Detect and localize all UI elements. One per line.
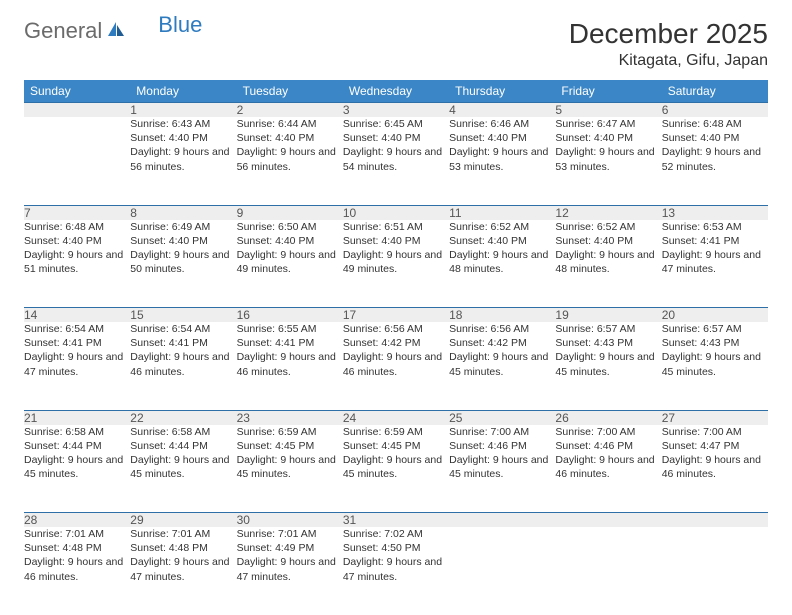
day-number: 4 [449,103,555,118]
day-number: 13 [662,205,768,220]
weekday-header: Sunday [24,80,130,103]
day-cell: Sunrise: 7:02 AMSunset: 4:50 PMDaylight:… [343,527,449,615]
empty-day-number [449,513,555,528]
day-cell: Sunrise: 6:56 AMSunset: 4:42 PMDaylight:… [343,322,449,410]
day-cell: Sunrise: 6:58 AMSunset: 4:44 PMDaylight:… [24,425,130,513]
day-cell: Sunrise: 6:58 AMSunset: 4:44 PMDaylight:… [130,425,236,513]
day-content-row: Sunrise: 6:43 AMSunset: 4:40 PMDaylight:… [24,117,768,205]
empty-day-cell [662,527,768,615]
day-number: 24 [343,410,449,425]
day-cell: Sunrise: 6:45 AMSunset: 4:40 PMDaylight:… [343,117,449,205]
day-content-row: Sunrise: 6:48 AMSunset: 4:40 PMDaylight:… [24,220,768,308]
day-number: 12 [555,205,661,220]
day-number: 3 [343,103,449,118]
logo: General Blue [24,18,202,44]
day-number: 10 [343,205,449,220]
day-cell: Sunrise: 6:43 AMSunset: 4:40 PMDaylight:… [130,117,236,205]
day-number: 14 [24,308,130,323]
month-title: December 2025 [569,18,768,50]
day-content-row: Sunrise: 7:01 AMSunset: 4:48 PMDaylight:… [24,527,768,615]
day-cell: Sunrise: 7:01 AMSunset: 4:49 PMDaylight:… [237,527,343,615]
day-number: 30 [237,513,343,528]
day-cell: Sunrise: 6:51 AMSunset: 4:40 PMDaylight:… [343,220,449,308]
day-content-row: Sunrise: 6:58 AMSunset: 4:44 PMDaylight:… [24,425,768,513]
header: General Blue December 2025 Kitagata, Gif… [24,18,768,70]
day-number: 27 [662,410,768,425]
day-cell: Sunrise: 6:59 AMSunset: 4:45 PMDaylight:… [237,425,343,513]
empty-day-number [555,513,661,528]
day-cell: Sunrise: 6:54 AMSunset: 4:41 PMDaylight:… [24,322,130,410]
day-cell: Sunrise: 6:57 AMSunset: 4:43 PMDaylight:… [662,322,768,410]
day-cell: Sunrise: 6:44 AMSunset: 4:40 PMDaylight:… [237,117,343,205]
weekday-header-row: SundayMondayTuesdayWednesdayThursdayFrid… [24,80,768,103]
day-number: 11 [449,205,555,220]
empty-day-number [24,103,130,118]
day-content-row: Sunrise: 6:54 AMSunset: 4:41 PMDaylight:… [24,322,768,410]
day-number: 16 [237,308,343,323]
day-cell: Sunrise: 6:53 AMSunset: 4:41 PMDaylight:… [662,220,768,308]
day-number: 6 [662,103,768,118]
day-cell: Sunrise: 6:52 AMSunset: 4:40 PMDaylight:… [449,220,555,308]
day-cell: Sunrise: 6:46 AMSunset: 4:40 PMDaylight:… [449,117,555,205]
day-cell: Sunrise: 7:01 AMSunset: 4:48 PMDaylight:… [24,527,130,615]
weekday-header: Wednesday [343,80,449,103]
day-cell: Sunrise: 6:56 AMSunset: 4:42 PMDaylight:… [449,322,555,410]
day-cell: Sunrise: 6:54 AMSunset: 4:41 PMDaylight:… [130,322,236,410]
day-number: 25 [449,410,555,425]
day-cell: Sunrise: 6:57 AMSunset: 4:43 PMDaylight:… [555,322,661,410]
day-number: 5 [555,103,661,118]
day-number: 29 [130,513,236,528]
day-number: 9 [237,205,343,220]
day-number: 15 [130,308,236,323]
day-number: 26 [555,410,661,425]
day-number: 31 [343,513,449,528]
day-number-row: 123456 [24,103,768,118]
location-text: Kitagata, Gifu, Japan [569,52,768,70]
empty-day-cell [555,527,661,615]
empty-day-cell [449,527,555,615]
weekday-header: Thursday [449,80,555,103]
day-cell: Sunrise: 7:01 AMSunset: 4:48 PMDaylight:… [130,527,236,615]
day-cell: Sunrise: 6:52 AMSunset: 4:40 PMDaylight:… [555,220,661,308]
day-cell: Sunrise: 6:48 AMSunset: 4:40 PMDaylight:… [24,220,130,308]
day-number: 7 [24,205,130,220]
logo-text-general: General [24,18,102,44]
day-number-row: 21222324252627 [24,410,768,425]
day-cell: Sunrise: 7:00 AMSunset: 4:46 PMDaylight:… [449,425,555,513]
calendar-table: SundayMondayTuesdayWednesdayThursdayFrid… [24,80,768,615]
day-number: 18 [449,308,555,323]
day-cell: Sunrise: 7:00 AMSunset: 4:47 PMDaylight:… [662,425,768,513]
day-number: 17 [343,308,449,323]
day-number: 23 [237,410,343,425]
logo-text-blue: Blue [158,12,202,38]
weekday-header: Tuesday [237,80,343,103]
day-cell: Sunrise: 6:47 AMSunset: 4:40 PMDaylight:… [555,117,661,205]
day-number: 8 [130,205,236,220]
day-cell: Sunrise: 6:49 AMSunset: 4:40 PMDaylight:… [130,220,236,308]
day-number: 22 [130,410,236,425]
day-number: 1 [130,103,236,118]
day-cell: Sunrise: 7:00 AMSunset: 4:46 PMDaylight:… [555,425,661,513]
empty-day-cell [24,117,130,205]
day-number: 21 [24,410,130,425]
logo-sail-icon [106,20,126,43]
day-number-row: 78910111213 [24,205,768,220]
day-number: 19 [555,308,661,323]
day-cell: Sunrise: 6:48 AMSunset: 4:40 PMDaylight:… [662,117,768,205]
day-number: 28 [24,513,130,528]
day-cell: Sunrise: 6:50 AMSunset: 4:40 PMDaylight:… [237,220,343,308]
day-number: 20 [662,308,768,323]
day-number-row: 28293031 [24,513,768,528]
day-number: 2 [237,103,343,118]
day-cell: Sunrise: 6:55 AMSunset: 4:41 PMDaylight:… [237,322,343,410]
weekday-header: Friday [555,80,661,103]
weekday-header: Saturday [662,80,768,103]
weekday-header: Monday [130,80,236,103]
empty-day-number [662,513,768,528]
day-number-row: 14151617181920 [24,308,768,323]
day-cell: Sunrise: 6:59 AMSunset: 4:45 PMDaylight:… [343,425,449,513]
title-block: December 2025 Kitagata, Gifu, Japan [569,18,768,70]
calendar-body: 123456Sunrise: 6:43 AMSunset: 4:40 PMDay… [24,103,768,615]
